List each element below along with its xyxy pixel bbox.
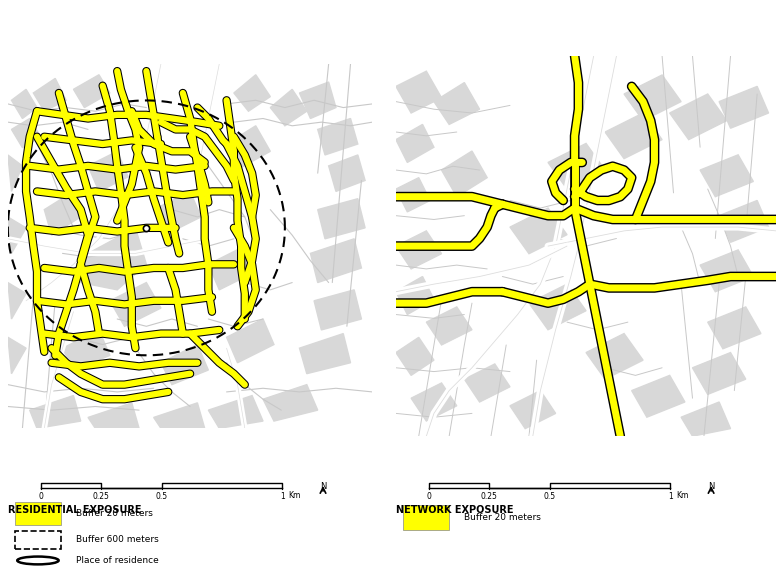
Polygon shape [624,75,681,121]
Polygon shape [63,330,110,370]
Polygon shape [510,390,556,428]
Polygon shape [700,155,753,197]
Text: 0.5: 0.5 [155,492,168,501]
Polygon shape [396,125,434,162]
Text: 0.25: 0.25 [93,492,110,501]
Polygon shape [8,283,26,319]
Polygon shape [12,89,37,118]
Text: Buffer 20 meters: Buffer 20 meters [463,513,540,522]
Polygon shape [681,402,731,436]
Polygon shape [154,403,205,428]
Polygon shape [8,337,26,374]
Text: Buffer 20 meters: Buffer 20 meters [75,509,152,518]
Polygon shape [209,246,256,290]
Bar [16,530,60,549]
Text: NETWORK EXPOSURE: NETWORK EXPOSURE [396,505,514,515]
Polygon shape [708,307,761,349]
Polygon shape [396,71,441,113]
Polygon shape [396,178,430,212]
Polygon shape [396,277,434,315]
Polygon shape [81,228,147,290]
Text: RESIDENTIAL EXPOSURE: RESIDENTIAL EXPOSURE [8,505,141,515]
Polygon shape [227,126,270,170]
Text: 0: 0 [38,492,43,501]
Polygon shape [227,319,274,363]
Polygon shape [632,376,685,417]
Polygon shape [270,89,307,126]
Polygon shape [411,383,457,421]
Polygon shape [719,200,768,242]
Polygon shape [34,79,66,111]
Text: Buffer 600 meters: Buffer 600 meters [75,535,158,545]
Text: 1: 1 [668,492,673,501]
Polygon shape [209,395,263,428]
Text: Place of residence: Place of residence [75,556,158,565]
Polygon shape [434,83,480,125]
Polygon shape [318,118,358,155]
Polygon shape [314,290,361,330]
Polygon shape [88,151,128,191]
Polygon shape [110,283,161,326]
Polygon shape [510,208,567,254]
Polygon shape [692,353,746,394]
Polygon shape [396,231,441,269]
Polygon shape [263,385,318,421]
Circle shape [17,556,59,564]
Polygon shape [426,307,472,345]
Polygon shape [719,86,768,128]
Polygon shape [310,239,361,283]
Text: N: N [320,482,326,491]
Text: Km: Km [289,491,301,500]
Polygon shape [396,337,434,376]
Text: 0.25: 0.25 [481,492,498,501]
Polygon shape [548,143,605,189]
Polygon shape [154,191,201,235]
Polygon shape [74,75,110,108]
Text: N: N [708,482,714,491]
Polygon shape [529,284,586,330]
Polygon shape [8,217,26,253]
Polygon shape [464,364,510,402]
Polygon shape [318,199,365,239]
Polygon shape [88,403,139,428]
Bar [16,502,60,525]
Polygon shape [44,191,81,235]
Text: 1: 1 [280,492,285,501]
Text: 0.5: 0.5 [543,492,556,501]
Polygon shape [299,333,350,374]
Bar [404,505,448,530]
Polygon shape [12,118,41,148]
Polygon shape [161,344,209,385]
Text: Km: Km [677,491,689,500]
Polygon shape [605,113,662,159]
Text: 0: 0 [426,492,431,501]
Polygon shape [700,250,753,292]
Polygon shape [670,94,727,139]
Polygon shape [299,82,336,118]
Polygon shape [328,155,365,191]
Polygon shape [30,395,81,428]
Polygon shape [234,75,270,111]
Polygon shape [441,151,487,197]
Polygon shape [8,155,23,191]
Polygon shape [586,333,643,379]
